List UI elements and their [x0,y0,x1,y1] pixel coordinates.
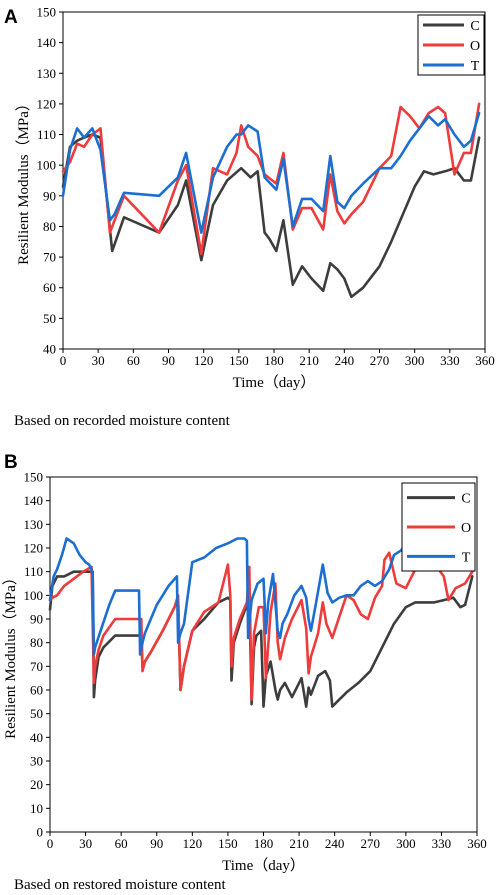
x-tick-label: 150 [218,836,238,851]
panel-a-letter: A [4,7,18,28]
x-tick-label: 90 [162,353,175,368]
y-tick-label: 10 [30,801,43,816]
series-line-T [48,537,474,656]
y-tick-label: 70 [43,250,56,265]
y-tick-label: 90 [30,612,43,627]
x-tick-label: 180 [254,836,274,851]
x-tick-label: 210 [289,836,309,851]
y-tick-label: 30 [30,754,43,769]
x-tick-label: 60 [115,836,128,851]
x-tick-label: 60 [127,353,140,368]
legend-label-O: O [470,39,480,54]
y-tick-label: 40 [30,730,43,745]
x-tick-label: 360 [467,836,487,851]
y-tick-label: 50 [30,706,43,721]
y-axis-title: Resilient Modulus（MPa） [15,96,32,265]
series-line-T [61,111,481,234]
x-tick-label: 30 [79,836,92,851]
y-tick-label: 120 [37,96,57,111]
y-tick-label: 80 [43,219,56,234]
legend-label-T: T [471,59,480,74]
x-tick-label: 210 [299,353,319,368]
panel-caption: Based on recorded moisture content [14,413,231,429]
x-tick-label: 30 [92,353,105,368]
x-tick-label: 300 [405,353,425,368]
x-tick-label: 120 [194,353,214,368]
series-line-C [48,570,474,708]
legend-label-C: C [461,492,470,507]
y-tick-label: 110 [24,564,43,579]
y-axis-title: Resilient Modulus（MPa） [2,570,19,739]
y-tick-label: 60 [30,683,43,698]
legend-label-T: T [462,550,471,565]
y-tick-label: 140 [37,35,57,50]
legend-label-O: O [461,521,471,536]
y-tick-label: 140 [24,493,44,508]
legend-label-C: C [470,19,479,34]
y-tick-label: 0 [37,825,44,840]
panel-a: A 0 30 60 90 120 150 180 210 240 270 300 330 360 40 50… [4,5,495,430]
x-tick-label: 300 [396,836,416,851]
y-tick-label: 50 [43,311,56,326]
panel-b-letter: B [4,452,18,473]
x-tick-label: 360 [475,353,495,368]
y-tick-label: 20 [30,777,43,792]
x-tick-label: 270 [361,836,381,851]
panel-b: B 0 30 60 90 120 150 180 210 240 270 300 330 360 0 10 2… [2,452,487,893]
y-tick-label: 80 [30,635,43,650]
x-tick-label: 240 [325,836,345,851]
series-line-O [48,549,474,701]
x-tick-label: 150 [229,353,249,368]
y-tick-label: 60 [43,280,56,295]
y-tick-label: 130 [24,517,44,532]
x-tick-label: 90 [150,836,163,851]
y-tick-label: 100 [24,588,44,603]
x-tick-label: 120 [183,836,203,851]
x-tick-label: 180 [264,353,284,368]
y-tick-label: 150 [37,5,57,20]
x-tick-label: 240 [335,353,355,368]
y-tick-label: 150 [24,470,44,485]
series-line-C [61,133,481,299]
y-tick-label: 120 [24,541,44,556]
y-tick-label: 40 [43,342,56,357]
y-tick-label: 100 [37,158,57,173]
y-tick-label: 70 [30,659,43,674]
x-tick-label: 330 [432,836,452,851]
y-tick-label: 90 [43,188,56,203]
x-tick-label: 0 [60,353,67,368]
x-axis-title: Time（day） [222,857,305,874]
x-tick-label: 0 [47,836,54,851]
y-tick-label: 130 [37,66,57,81]
x-axis-title: Time（day） [233,374,316,391]
panel-caption: Based on restored moisture content [14,877,226,893]
y-tick-label: 110 [37,127,56,142]
x-tick-label: 330 [440,353,460,368]
series-line-O [61,102,481,256]
x-tick-label: 270 [370,353,390,368]
